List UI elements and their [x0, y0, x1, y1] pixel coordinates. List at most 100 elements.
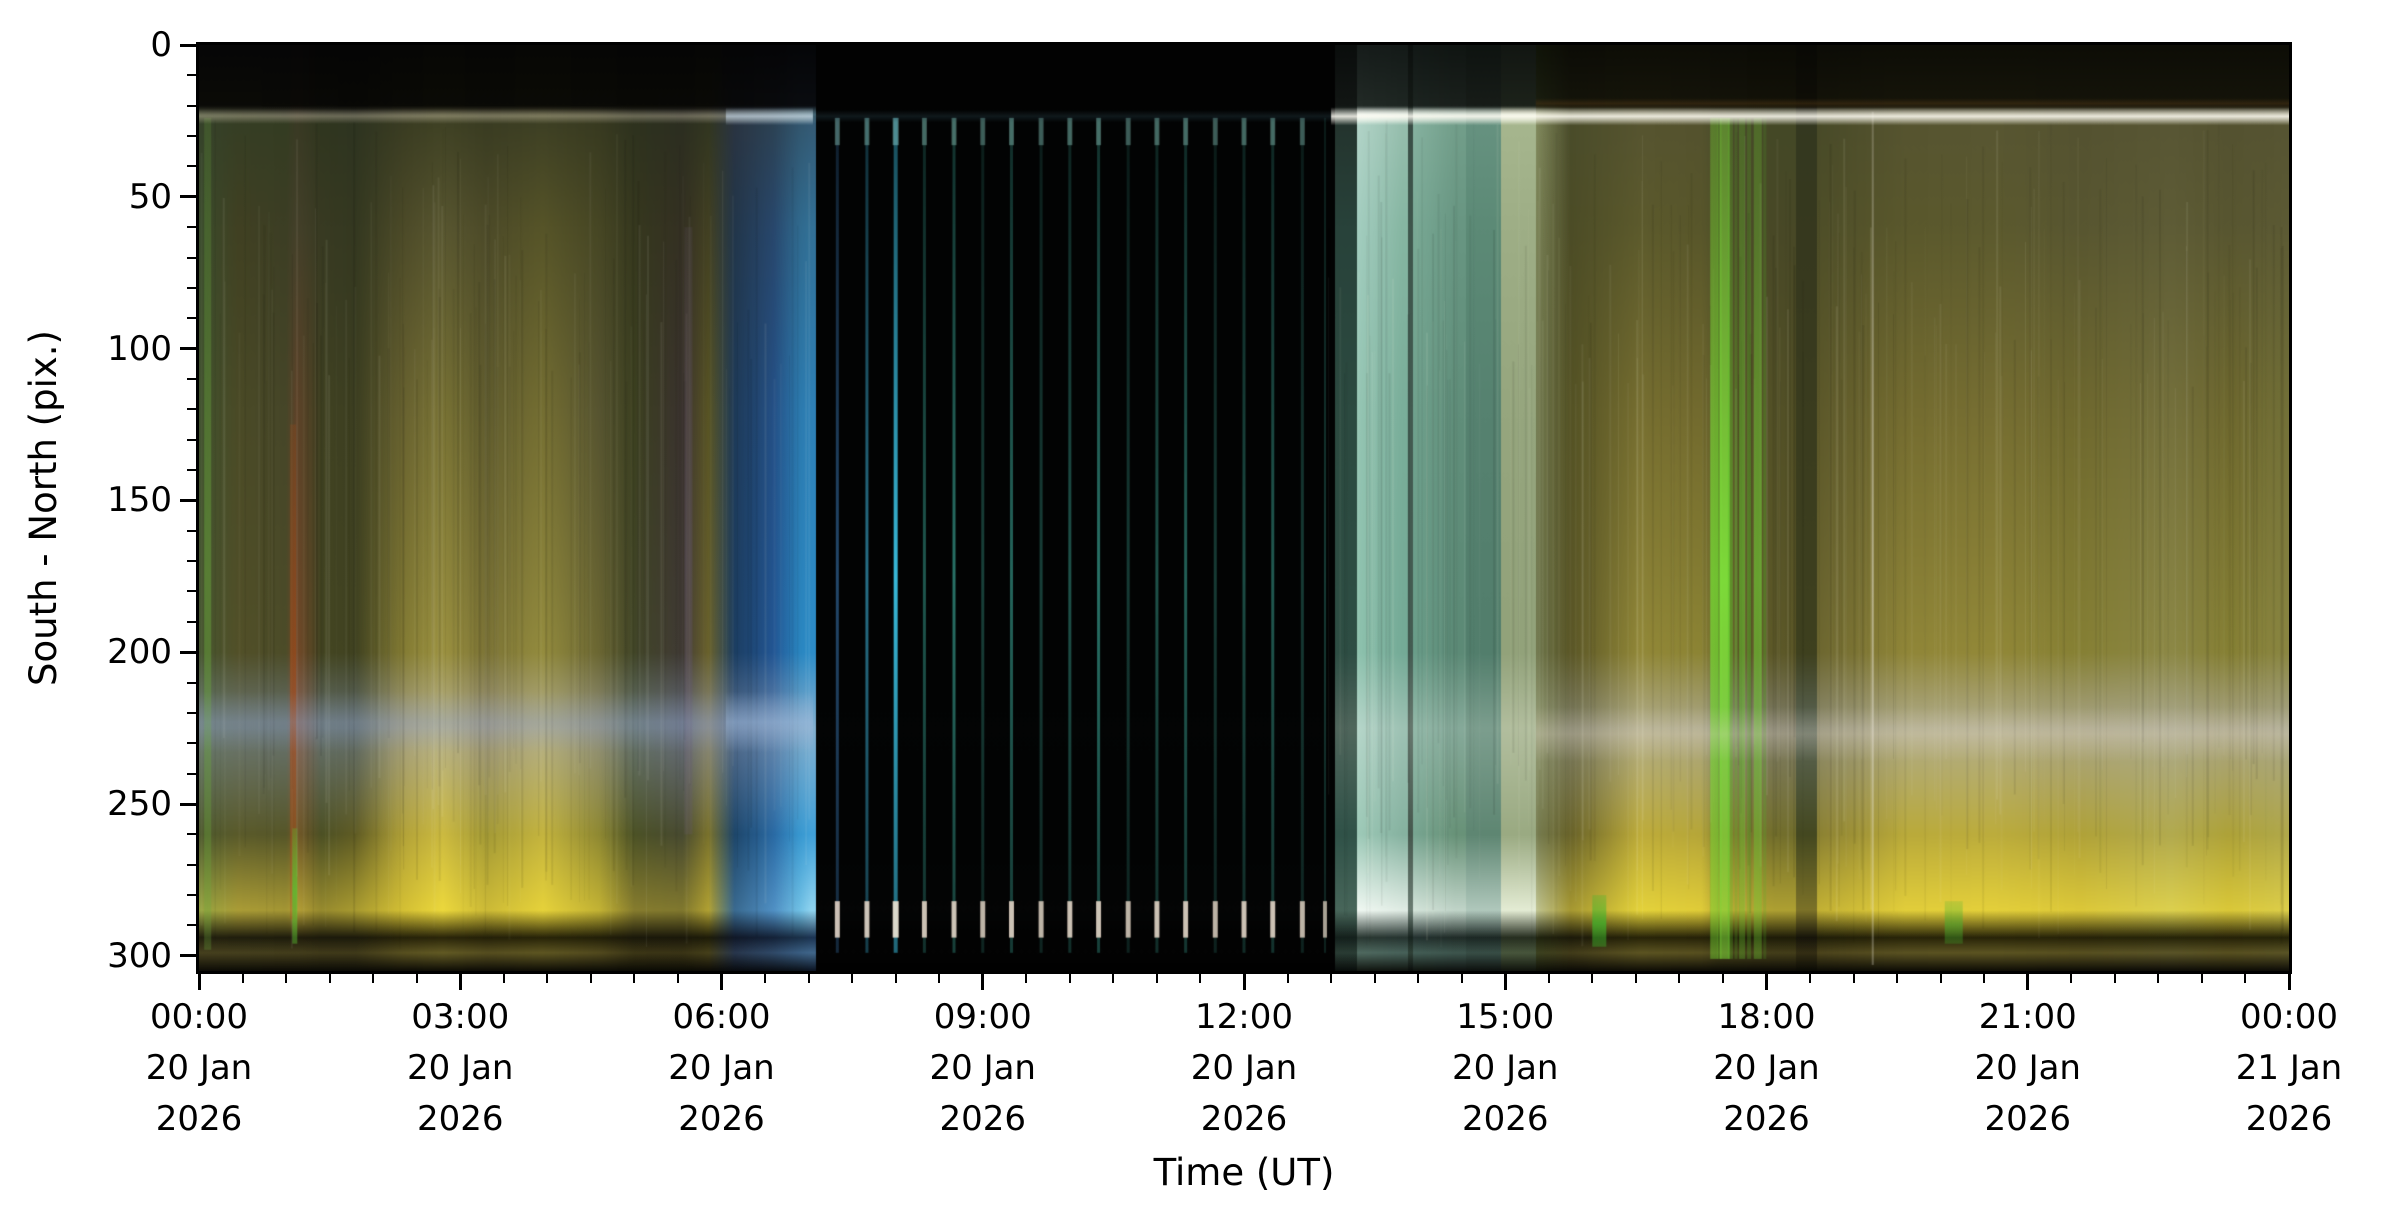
x-minor-tick [764, 974, 767, 983]
y-minor-tick [187, 833, 196, 836]
x-major-tick [197, 974, 201, 990]
x-minor-tick [1199, 974, 1202, 983]
x-major-tick [1503, 974, 1507, 990]
x-tick-label: 09:00 20 Jan 2026 [929, 997, 1036, 1139]
x-minor-tick [328, 974, 331, 983]
y-minor-tick [187, 863, 196, 866]
keogram-heatmap [199, 45, 2289, 971]
y-major-tick [180, 954, 196, 958]
y-major-tick [180, 43, 196, 47]
y-tick-label: 300 [107, 935, 172, 976]
x-tick-label: 18:00 20 Jan 2026 [1713, 997, 1820, 1139]
x-minor-tick [1721, 974, 1724, 983]
y-minor-tick [187, 286, 196, 289]
y-minor-tick [187, 165, 196, 168]
x-minor-tick [1591, 974, 1594, 983]
x-minor-tick [1417, 974, 1420, 983]
y-minor-tick [187, 894, 196, 897]
x-minor-tick [807, 974, 810, 983]
x-minor-tick [851, 974, 854, 983]
y-major-tick [180, 195, 196, 199]
x-minor-tick [1155, 974, 1158, 983]
x-minor-tick [1896, 974, 1899, 983]
x-major-tick [1242, 974, 1246, 990]
x-axis-label: Time (UT) [1153, 1151, 1335, 1194]
x-minor-tick [589, 974, 592, 983]
y-minor-tick [187, 438, 196, 441]
x-minor-tick [1112, 974, 1115, 983]
x-minor-tick [1678, 974, 1681, 983]
y-minor-tick [187, 317, 196, 320]
y-tick-label: 0 [150, 25, 172, 65]
x-major-tick [1765, 974, 1768, 990]
y-minor-tick [187, 74, 196, 77]
x-minor-tick [372, 974, 375, 983]
y-minor-tick [187, 711, 196, 714]
y-minor-tick [187, 256, 196, 259]
x-minor-tick [894, 974, 897, 983]
x-major-tick [2287, 974, 2291, 990]
y-tick-label: 200 [107, 632, 172, 673]
x-major-tick [458, 974, 462, 990]
x-minor-tick [415, 974, 418, 983]
x-major-tick [720, 974, 723, 990]
y-major-tick [180, 347, 196, 351]
y-minor-tick [187, 104, 196, 107]
axes-spines [196, 42, 2292, 974]
x-minor-tick [633, 974, 636, 983]
x-minor-tick [1983, 974, 1986, 983]
y-tick-label: 150 [107, 480, 172, 521]
x-tick-label: 15:00 20 Jan 2026 [1452, 997, 1559, 1139]
x-tick-label: 00:00 21 Jan 2026 [2235, 997, 2343, 1139]
x-minor-tick [241, 974, 244, 983]
x-major-tick [981, 974, 985, 990]
x-tick-label: 00:00 20 Jan 2026 [145, 997, 253, 1139]
y-minor-tick [187, 681, 196, 684]
x-minor-tick [2113, 974, 2116, 983]
y-tick-label: 100 [107, 328, 172, 369]
y-minor-tick [187, 408, 196, 411]
y-major-tick [180, 650, 196, 654]
y-minor-tick [187, 529, 196, 532]
x-minor-tick [1330, 974, 1333, 983]
y-minor-tick [187, 742, 196, 745]
x-minor-tick [546, 974, 549, 983]
x-tick-label: 03:00 20 Jan 2026 [407, 997, 514, 1139]
x-minor-tick [1373, 974, 1376, 983]
y-minor-tick [187, 226, 196, 229]
x-minor-tick [2244, 974, 2247, 983]
y-tick-label: 50 [128, 176, 172, 217]
x-major-tick [2026, 974, 2030, 990]
x-minor-tick [1634, 974, 1637, 983]
x-minor-tick [676, 974, 679, 983]
y-minor-tick [187, 620, 196, 623]
x-minor-tick [1460, 974, 1463, 983]
x-minor-tick [1025, 974, 1028, 983]
x-minor-tick [1809, 974, 1812, 983]
y-major-tick [180, 498, 196, 502]
y-major-tick [180, 802, 196, 806]
x-minor-tick [1547, 974, 1550, 983]
x-minor-tick [938, 974, 941, 983]
y-tick-label: 250 [107, 784, 172, 825]
x-minor-tick [502, 974, 505, 983]
x-minor-tick [1286, 974, 1289, 983]
x-minor-tick [1068, 974, 1071, 983]
x-minor-tick [1852, 974, 1855, 983]
x-minor-tick [2070, 974, 2073, 983]
y-minor-tick [187, 924, 196, 927]
x-tick-label: 06:00 20 Jan 2026 [668, 997, 775, 1139]
y-minor-tick [187, 469, 196, 472]
x-minor-tick [2200, 974, 2203, 983]
y-minor-tick [187, 772, 196, 775]
y-minor-tick [187, 135, 196, 138]
x-tick-label: 21:00 20 Jan 2026 [1974, 997, 2081, 1139]
x-minor-tick [1939, 974, 1942, 983]
x-tick-label: 12:00 20 Jan 2026 [1190, 997, 1298, 1139]
y-minor-tick [187, 377, 196, 380]
y-minor-tick [187, 590, 196, 593]
y-minor-tick [187, 560, 196, 563]
x-minor-tick [285, 974, 288, 983]
x-minor-tick [2157, 974, 2160, 983]
